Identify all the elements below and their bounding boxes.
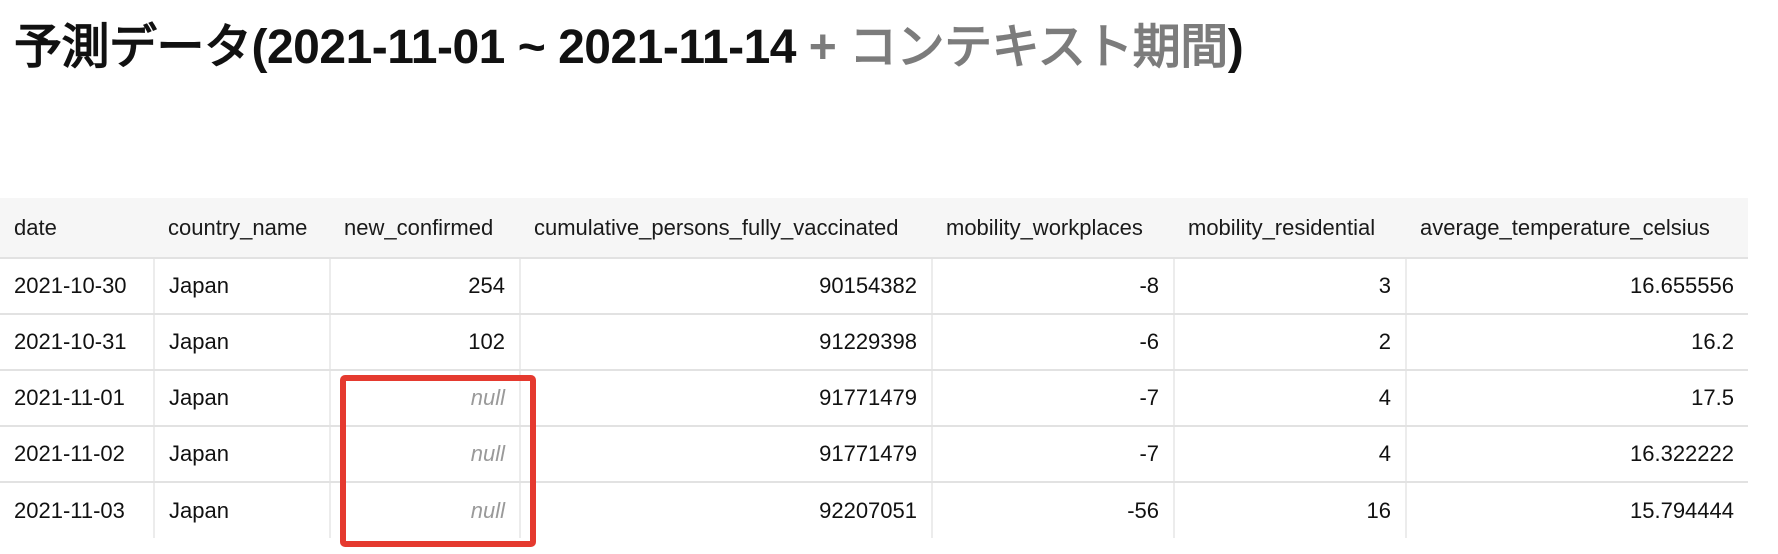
table-row: 2021-10-30 Japan 254 90154382 -8 3 16.65… <box>0 258 1748 315</box>
title-close: ) <box>1227 21 1244 74</box>
table-header-row: date country_name new_confirmed cumulati… <box>0 198 1748 259</box>
cell-mobility-workplaces: -7 <box>932 370 1175 427</box>
table-row: 2021-10-31 Japan 102 91229398 -6 2 16.2 <box>0 314 1748 371</box>
cell-country-name: Japan <box>154 258 331 315</box>
cell-country-name: Japan <box>154 370 331 427</box>
cell-country-name: Japan <box>154 482 331 538</box>
column-header-country-name[interactable]: country_name <box>154 198 330 259</box>
cell-average-temperature-celsius: 16.322222 <box>1406 426 1748 483</box>
cell-mobility-workplaces: -8 <box>932 258 1175 315</box>
cell-mobility-residential: 2 <box>1174 314 1407 371</box>
cell-average-temperature-celsius: 16.655556 <box>1406 258 1748 315</box>
table-row: 2021-11-02 Japan null 91771479 -7 4 16.3… <box>0 426 1748 483</box>
forecast-data-table: date country_name new_confirmed cumulati… <box>0 198 1748 538</box>
title-context-period: + コンテキスト期間 <box>808 21 1228 74</box>
cell-mobility-residential: 4 <box>1174 370 1407 427</box>
cell-date: 2021-10-30 <box>0 258 155 315</box>
page-title: 予測データ(2021-11-01 ~ 2021-11-14 + コンテキスト期間… <box>14 16 1244 80</box>
cell-new-confirmed: 254 <box>330 258 521 315</box>
cell-date: 2021-10-31 <box>0 314 155 371</box>
table-row: 2021-11-01 Japan null 91771479 -7 4 17.5 <box>0 370 1748 427</box>
column-header-mobility-residential[interactable]: mobility_residential <box>1174 198 1406 259</box>
cell-new-confirmed-null: null <box>330 370 521 427</box>
column-header-mobility-workplaces[interactable]: mobility_workplaces <box>932 198 1174 259</box>
title-main: 予測データ(2021-11-01 ~ 2021-11-14 <box>14 21 809 74</box>
column-header-cumulative-persons-fully-vaccinated[interactable]: cumulative_persons_fully_vaccinated <box>520 198 932 259</box>
cell-date: 2021-11-01 <box>0 370 155 427</box>
column-header-date[interactable]: date <box>0 198 154 259</box>
cell-cumulative-persons-fully-vaccinated: 91771479 <box>520 426 933 483</box>
cell-average-temperature-celsius: 15.794444 <box>1630 497 1734 523</box>
cell-average-temperature-celsius: 16.2 <box>1406 314 1748 371</box>
cell-cumulative-persons-fully-vaccinated: 92207051 <box>520 482 933 538</box>
cell-date: 2021-11-02 <box>0 426 155 483</box>
cell-new-confirmed-null: null <box>330 426 521 483</box>
cell-country-name: Japan <box>154 426 331 483</box>
cell-mobility-residential: 16 <box>1174 482 1407 538</box>
cell-mobility-residential: 3 <box>1174 258 1407 315</box>
cell-cumulative-persons-fully-vaccinated: 91771479 <box>520 370 933 427</box>
cell-average-temperature-celsius: 17.5 <box>1406 370 1748 427</box>
cell-country-name: Japan <box>154 314 331 371</box>
column-header-average-temperature-celsius[interactable]: average_temperature_celsius <box>1406 198 1748 259</box>
table-row: 2021-11-03 Japan null 92207051 -56 16 15… <box>0 482 1748 538</box>
cell-new-confirmed-null: null <box>330 482 521 538</box>
cell-mobility-workplaces: -7 <box>932 426 1175 483</box>
cell-mobility-residential: 4 <box>1174 426 1407 483</box>
cell-cumulative-persons-fully-vaccinated: 91229398 <box>520 314 933 371</box>
cell-cumulative-persons-fully-vaccinated: 90154382 <box>520 258 933 315</box>
cell-date: 2021-11-03 <box>0 482 155 538</box>
cell-new-confirmed: 102 <box>330 314 521 371</box>
cell-mobility-workplaces: -6 <box>932 314 1175 371</box>
column-header-new-confirmed[interactable]: new_confirmed <box>330 198 520 259</box>
cell-mobility-workplaces: -56 <box>932 482 1175 538</box>
